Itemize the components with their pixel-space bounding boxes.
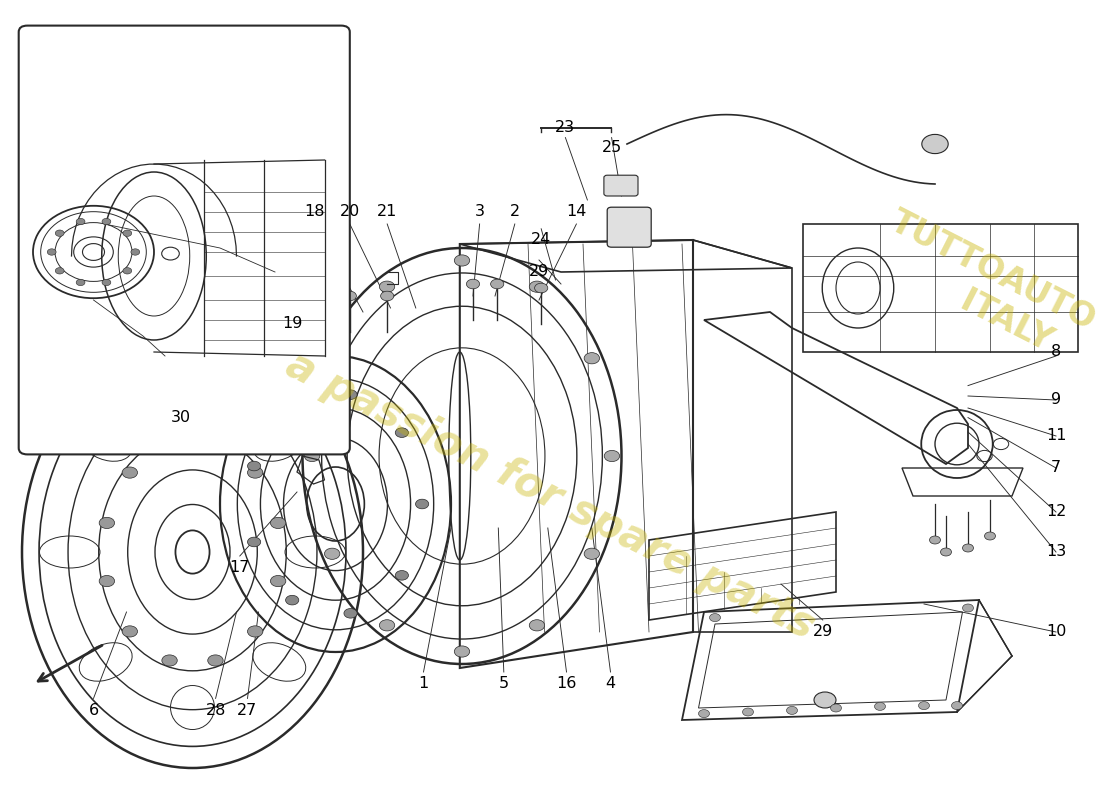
Circle shape xyxy=(324,353,340,364)
Circle shape xyxy=(698,710,710,718)
Circle shape xyxy=(395,570,408,580)
Circle shape xyxy=(123,230,132,236)
Text: 23: 23 xyxy=(556,121,575,135)
Circle shape xyxy=(922,134,948,154)
Circle shape xyxy=(162,655,177,666)
Circle shape xyxy=(122,626,138,637)
Circle shape xyxy=(830,704,842,712)
Text: 25: 25 xyxy=(602,141,621,155)
Text: 6: 6 xyxy=(88,703,99,718)
Circle shape xyxy=(710,614,720,622)
Text: 29: 29 xyxy=(529,265,549,279)
Circle shape xyxy=(466,279,480,289)
Circle shape xyxy=(208,655,223,666)
Circle shape xyxy=(102,218,111,225)
Circle shape xyxy=(162,438,177,449)
Circle shape xyxy=(123,268,132,274)
Circle shape xyxy=(395,428,408,438)
Circle shape xyxy=(47,249,56,255)
Circle shape xyxy=(248,467,263,478)
Circle shape xyxy=(416,499,429,509)
Text: 4: 4 xyxy=(605,677,616,691)
Circle shape xyxy=(76,279,85,286)
Text: 11: 11 xyxy=(1046,429,1066,443)
Text: 3: 3 xyxy=(474,205,485,219)
Text: 28: 28 xyxy=(206,703,225,718)
FancyBboxPatch shape xyxy=(19,26,350,454)
Text: 14: 14 xyxy=(566,205,586,219)
Circle shape xyxy=(786,706,798,714)
Circle shape xyxy=(535,283,548,293)
Circle shape xyxy=(814,692,836,708)
Circle shape xyxy=(271,518,286,529)
Text: 5: 5 xyxy=(498,677,509,691)
Circle shape xyxy=(76,218,85,225)
Circle shape xyxy=(248,462,261,471)
Circle shape xyxy=(102,279,111,286)
Circle shape xyxy=(529,281,544,292)
Circle shape xyxy=(324,548,340,559)
Text: 17: 17 xyxy=(230,561,250,575)
Circle shape xyxy=(491,279,504,289)
Circle shape xyxy=(55,268,64,274)
Text: TUTTOAUTO
      ITALY: TUTTOAUTO ITALY xyxy=(868,205,1100,371)
Circle shape xyxy=(874,702,886,710)
Circle shape xyxy=(454,646,470,657)
Circle shape xyxy=(984,532,996,540)
Text: 27: 27 xyxy=(238,703,257,718)
Circle shape xyxy=(286,595,299,605)
Circle shape xyxy=(343,291,356,301)
Text: 18: 18 xyxy=(305,205,324,219)
Circle shape xyxy=(379,620,395,631)
Circle shape xyxy=(305,450,320,462)
Circle shape xyxy=(271,575,286,586)
Circle shape xyxy=(248,626,263,637)
Circle shape xyxy=(286,403,299,413)
Circle shape xyxy=(99,575,114,586)
Circle shape xyxy=(742,708,754,716)
Circle shape xyxy=(55,230,64,236)
Text: 16: 16 xyxy=(557,677,576,691)
Text: 21: 21 xyxy=(377,205,397,219)
Circle shape xyxy=(584,353,600,364)
Text: 24: 24 xyxy=(531,233,551,247)
Text: 7: 7 xyxy=(1050,461,1062,475)
FancyBboxPatch shape xyxy=(604,175,638,196)
Text: 2: 2 xyxy=(509,205,520,219)
Circle shape xyxy=(99,518,114,529)
Circle shape xyxy=(604,450,619,462)
Circle shape xyxy=(930,536,940,544)
Circle shape xyxy=(381,291,394,301)
Text: 20: 20 xyxy=(340,205,360,219)
Text: 12: 12 xyxy=(1046,505,1066,519)
Circle shape xyxy=(379,281,395,292)
Circle shape xyxy=(952,702,962,710)
Circle shape xyxy=(208,438,223,449)
Text: 30: 30 xyxy=(170,410,190,425)
FancyBboxPatch shape xyxy=(607,207,651,247)
Circle shape xyxy=(962,544,974,552)
Text: 1: 1 xyxy=(418,677,429,691)
Text: 10: 10 xyxy=(1046,625,1066,639)
Circle shape xyxy=(584,548,600,559)
Circle shape xyxy=(454,255,470,266)
Circle shape xyxy=(529,620,544,631)
Circle shape xyxy=(308,295,321,305)
Circle shape xyxy=(918,702,930,710)
Circle shape xyxy=(122,467,138,478)
Text: 29: 29 xyxy=(813,625,833,639)
Circle shape xyxy=(131,249,140,255)
Text: 9: 9 xyxy=(1050,393,1062,407)
Text: 13: 13 xyxy=(1046,545,1066,559)
Circle shape xyxy=(344,390,358,399)
Circle shape xyxy=(248,537,261,546)
Text: a passion for spare parts: a passion for spare parts xyxy=(278,344,822,648)
Text: 19: 19 xyxy=(283,317,302,331)
Circle shape xyxy=(962,604,974,612)
Text: 8: 8 xyxy=(1050,345,1062,359)
Circle shape xyxy=(940,548,952,556)
Circle shape xyxy=(344,609,358,618)
